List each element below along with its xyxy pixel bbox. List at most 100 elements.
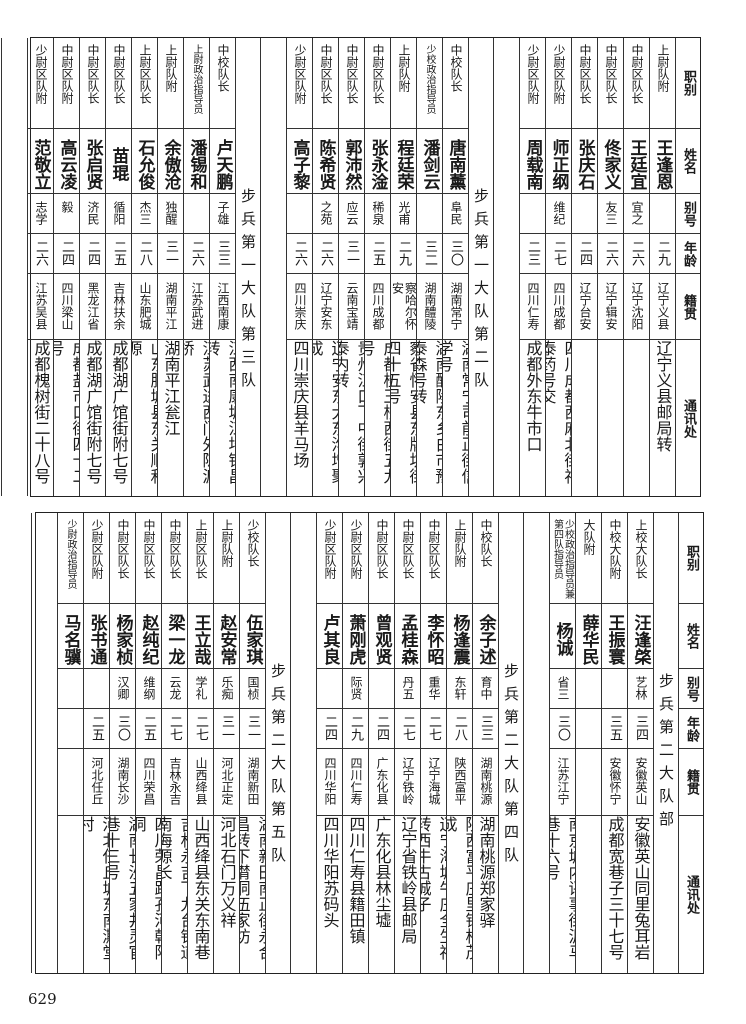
native-place-cell: 四川华阳 (317, 749, 342, 816)
alias-cell: 维纲 (136, 669, 161, 709)
native-place-cell: 四川成都 (546, 274, 571, 340)
alias-cell (287, 194, 312, 234)
age-cell: 二八 (132, 234, 157, 274)
native-place-cell: 辽宁安东 (313, 274, 338, 340)
name-text: 曾观贤 (371, 613, 392, 665)
address-cell: 成都桂王桥西街五九号 (365, 340, 390, 496)
name-cell: 马名骥 (58, 604, 83, 669)
name-cell: 李怀昭 (421, 604, 446, 669)
rank-cell: 中尉区队附 (54, 38, 79, 129)
roster-row: 中尉区队附 高云凌毅二四 四川梁山 成都盐市口街四十二号 (53, 38, 79, 496)
native-place-text: 察哈尔怀安 (391, 282, 416, 330)
rank-text: 少尉区队附 (293, 44, 307, 104)
alias-text: 重华 (427, 676, 441, 700)
alias-cell: 杰三 (132, 194, 157, 234)
alias-text: 乐痴 (220, 676, 234, 700)
rank-text: 中尉区队长 (401, 519, 415, 579)
rank-text: 少尉区队附 (552, 44, 566, 104)
address-text: 陕西富平庄里镇松茂成 (447, 816, 472, 960)
alias-cell (572, 194, 597, 234)
address-cell: 成都湖广馆街附七号 (106, 340, 131, 496)
alias-cell: 之苑 (313, 194, 338, 234)
roster-row: 中尉区队长 佟家义 友三 二六 辽宁辑安 (597, 38, 623, 496)
name-cell: 孟桂森 (395, 604, 420, 669)
age-cell: 二三 (520, 234, 545, 274)
alias-text: 光甫 (397, 201, 411, 225)
rank-text: 中尉区队长 (86, 44, 100, 104)
age-cell: 三五 (602, 709, 627, 749)
native-place-cell: 吉林永吉 (162, 749, 187, 816)
rank-text: 中校大队附 (608, 519, 622, 579)
native-place-cell: 广东化县 (369, 749, 394, 816)
native-place-cell: 四川仁寿 (343, 749, 368, 816)
native-place-text: 河北任丘 (90, 757, 104, 805)
roster-row: 上校大队长 汪逢棨 艺林 三四 安徽英山 安徽英山同里兔耳岩 (627, 513, 653, 973)
native-place-cell: 黑龙江省 (80, 274, 105, 340)
rank-text: 中尉区队长 (116, 519, 130, 579)
rank-text: 中尉区队长 (630, 44, 644, 104)
roster-row: 中尉区队长 梁一龙 云龙 二七 吉林永吉 吉林永吉下九台铁道南海源长 (161, 513, 187, 973)
address-text: 湖南长沙五家井灵官巷十三号 (110, 816, 135, 960)
age-text: 二六 (189, 240, 204, 266)
alias-text: 维纪 (552, 201, 566, 225)
age-text: 二六 (629, 240, 644, 266)
age-cell: 二六 (598, 234, 623, 274)
name-text: 王立哉 (190, 613, 211, 665)
native-place-cell: 湖南常宁 (443, 274, 468, 340)
age-cell: 三一 (214, 709, 239, 749)
address-cell: 湖南醴陵东乡白市豫泰森号转 (417, 340, 442, 496)
rank-text: 中尉区队长 (168, 519, 182, 579)
age-cell: 二七 (546, 234, 571, 274)
rank-cell: 中尉区队长 (598, 38, 623, 129)
header-cell: 职别 (679, 513, 703, 604)
roster-row: 中尉区队长 张永淦 稀泉 二五 四川成都 成都桂王桥西街五九号 (364, 38, 390, 496)
roster-row: 少校队长 伍家琪 国桢 三一 湖南新田 湖南新田南正街永合昌转下潸洞伍家坊 (239, 513, 265, 973)
header-label: 别号 (681, 200, 696, 227)
age-cell: 二五 (136, 709, 161, 749)
roster-row: 少尉区队附 萧刚虎 际贤 二九 四川仁寿 四川仁寿县籍田镇 (342, 513, 368, 973)
header-label: 籍贯 (681, 293, 696, 320)
roster-row: 中尉区队长 郭沛然 应云 三一 云南宝靖 贵州江口下中街郭兴泰内转 (338, 38, 364, 496)
age-text: 三一 (163, 240, 178, 266)
native-place-text: 辽宁义县 (656, 282, 670, 330)
address-cell: 江苏武进西门外陈渡桥 (184, 340, 209, 496)
blank-column (1, 38, 27, 496)
rank-text: 中尉区队长 (375, 519, 389, 579)
name-cell: 卢其良 (317, 604, 342, 669)
name-cell: 范敬立 (28, 129, 53, 194)
address-text: 安徽英山同里兔耳岩 (631, 816, 651, 960)
address-cell: 四川仁寿县籍田镇 (343, 816, 368, 973)
name-text: 张书通 (86, 613, 107, 665)
address-cell: 四川荣昌路孔河朝阳洞 (136, 816, 161, 973)
address-text: 成都外东牛市口 (523, 340, 543, 452)
section-title-column: 步兵第二大队第四队 (498, 513, 523, 973)
age-text: 三二 (422, 240, 437, 266)
native-place-text: 四川华阳 (323, 757, 337, 805)
name-text: 王廷宜 (626, 138, 647, 190)
header-label: 姓名 (684, 623, 699, 649)
rank-cell: 上校大队长 (628, 513, 653, 604)
native-place-text: 湖南长沙 (116, 757, 130, 805)
name-text: 陈希贤 (315, 138, 336, 190)
section-title: 步兵第二大队第四队 (502, 663, 520, 870)
native-place-text: 湖南常宁 (449, 282, 463, 330)
age-text: 二四 (577, 240, 592, 266)
alias-cell (417, 194, 442, 234)
age-cell: 二四 (317, 709, 342, 749)
age-cell: 三三 (210, 234, 235, 274)
roster-row: 少尉区队附 高子黎 二六 四川崇庆 四川崇庆县羊马场 (286, 38, 312, 496)
rank-cell: 少校政治指导员 (417, 38, 442, 129)
address-cell: 成都外东牛市口 (520, 340, 545, 496)
name-text: 周载南 (522, 138, 543, 190)
age-text: 二五 (370, 240, 385, 266)
header-cell: 籍贯 (679, 749, 703, 816)
name-text: 李怀昭 (423, 613, 444, 665)
age-cell: 二五 (84, 709, 109, 749)
alias-cell: 志学 (28, 194, 53, 234)
roster-row: 中尉区队长 杨家桢 汉卿 三〇 湖南长沙 湖南长沙五家井灵官巷十三号 (109, 513, 135, 973)
address-text: 江西南康塘江圩锦昌转 (210, 340, 235, 484)
name-cell: 周载南 (520, 129, 545, 194)
alias-cell: 光甫 (391, 194, 416, 234)
name-text: 范敬立 (30, 138, 51, 190)
rank-cell: 上尉队附 (447, 513, 472, 604)
